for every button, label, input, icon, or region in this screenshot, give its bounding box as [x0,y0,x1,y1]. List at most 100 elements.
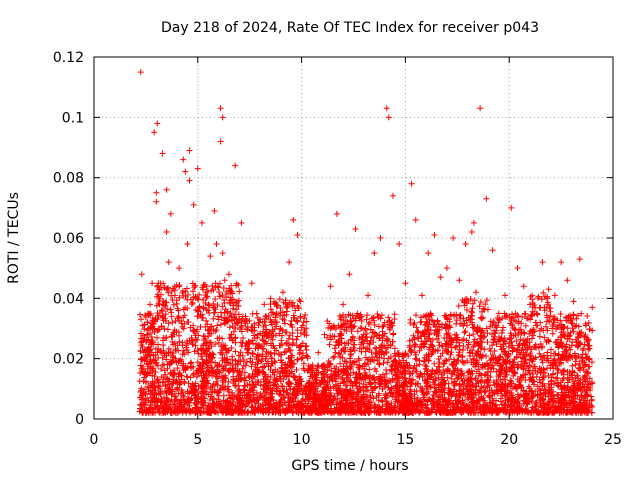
dense-point [544,299,551,306]
dense-point [535,293,542,300]
dense-point [195,350,202,357]
dense-point [536,386,543,393]
dense-point [296,297,303,304]
dense-point [363,383,370,390]
dense-point [475,327,482,334]
dense-point [421,370,428,377]
dense-point [277,309,284,316]
dense-point [244,382,251,389]
dense-point [477,338,484,345]
dense-point [464,344,471,351]
dense-point [374,311,381,318]
dense-point [537,353,544,360]
dense-point [434,335,441,342]
dense-point [376,360,383,367]
dense-point [579,387,586,394]
dense-point [272,314,279,321]
dense-point [174,305,181,312]
dense-point [331,333,338,340]
dense-point [485,306,492,313]
dense-point [244,326,251,333]
dense-point [303,318,310,325]
dense-point [585,363,592,370]
dense-point [268,387,275,394]
dense-point [413,312,420,319]
dense-point [536,376,543,383]
dense-point [540,289,547,296]
dense-point [354,328,361,335]
dense-point [498,329,505,336]
dense-point [155,408,162,415]
dense-point [573,315,580,322]
dense-point [384,336,391,343]
dense-point [356,345,363,352]
dense-point [515,313,522,320]
dense-point [533,373,540,380]
dense-point [217,321,224,328]
dense-point [302,311,309,318]
dense-point [158,365,165,372]
dense-point [331,345,338,352]
dense-point [491,319,498,326]
dense-point [482,388,489,395]
dense-point [187,397,194,404]
dense-point [215,339,222,346]
dense-point [484,338,491,345]
dense-point [448,375,455,382]
dense-point [324,334,331,341]
dense-point [185,349,192,356]
dense-point [258,357,265,364]
dense-point [442,357,449,364]
dense-point [435,339,442,346]
dense-point [340,317,347,324]
points-layer [136,69,596,416]
dense-point [391,345,398,352]
dense-point [154,377,161,384]
dense-point [447,351,454,358]
dense-point [480,334,487,341]
dense-point [214,302,221,309]
dense-point [569,362,576,369]
dense-point [476,303,483,310]
dense-point [279,383,286,390]
dense-point [251,332,258,339]
dense-point [297,330,304,337]
dense-point [466,332,473,339]
dense-point [351,347,358,354]
dense-point [530,332,537,339]
dense-point [210,315,217,322]
dense-point [164,326,171,333]
dense-point [137,311,144,318]
dense-point [263,348,270,355]
dense-point [357,324,364,331]
dense-point [161,367,168,374]
dense-point [240,334,247,341]
dense-point [267,301,274,308]
dense-point [371,321,378,328]
dense-point [187,360,194,367]
dense-point [480,305,487,312]
dense-point [186,402,193,409]
dense-point [541,334,548,341]
grid-layer [94,57,613,419]
dense-point [413,351,420,358]
dense-point [141,386,148,393]
dense-point [226,324,233,331]
dense-point [557,310,564,317]
dense-point [257,358,264,365]
dense-point [483,325,490,332]
dense-point [138,316,145,323]
dense-point [542,323,549,330]
dense-point [482,301,489,308]
dense-point [335,350,342,357]
dense-point [294,356,301,363]
dense-point [519,313,526,320]
dense-point [444,331,451,338]
dense-point [378,312,385,319]
dense-point [549,330,556,337]
dense-point [277,351,284,358]
dense-point [232,348,239,355]
dense-point [502,380,509,387]
dense-point [332,349,339,356]
